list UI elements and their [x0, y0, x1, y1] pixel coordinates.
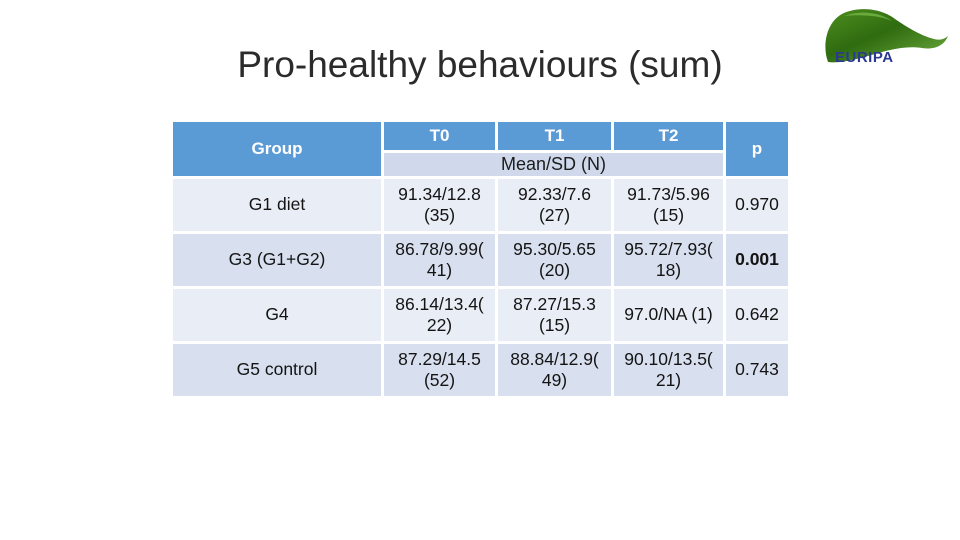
col-header-group: Group: [173, 122, 381, 176]
t1-cell: 87.27/15.3 (15): [498, 289, 611, 341]
group-cell: G3 (G1+G2): [173, 234, 381, 286]
t0-cell: 91.34/12.8 (35): [384, 179, 495, 231]
col-header-t1: T1: [498, 122, 611, 150]
euripa-logo: EURIPA: [822, 4, 950, 76]
group-cell: G1 diet: [173, 179, 381, 231]
results-table: Group T0 T1 T2 p Mean/SD (N) G1 diet 91.…: [170, 119, 791, 399]
subheader-mean-sd: Mean/SD (N): [384, 153, 723, 176]
t0-cell: 86.14/13.4( 22): [384, 289, 495, 341]
leaf-swoosh-icon: EURIPA: [825, 9, 948, 66]
group-cell: G5 control: [173, 344, 381, 396]
p-cell: 0.743: [726, 344, 788, 396]
col-header-t2: T2: [614, 122, 723, 150]
table-row: G4 86.14/13.4( 22) 87.27/15.3 (15) 97.0/…: [173, 289, 788, 341]
t0-cell: 87.29/14.5 (52): [384, 344, 495, 396]
col-header-p: p: [726, 122, 788, 176]
t2-cell: 91.73/5.96 (15): [614, 179, 723, 231]
p-cell: 0.642: [726, 289, 788, 341]
t2-cell: 90.10/13.5( 21): [614, 344, 723, 396]
p-cell: 0.001: [726, 234, 788, 286]
results-table-container: Group T0 T1 T2 p Mean/SD (N) G1 diet 91.…: [170, 119, 791, 399]
t2-cell: 97.0/NA (1): [614, 289, 723, 341]
p-cell: 0.970: [726, 179, 788, 231]
t1-cell: 88.84/12.9( 49): [498, 344, 611, 396]
logo-text: EURIPA: [835, 49, 894, 66]
page-title: Pro-healthy behaviours (sum): [237, 44, 723, 85]
t1-cell: 92.33/7.6 (27): [498, 179, 611, 231]
table-row: G1 diet 91.34/12.8 (35) 92.33/7.6 (27) 9…: [173, 179, 788, 231]
group-cell: G4: [173, 289, 381, 341]
t2-cell: 95.72/7.93( 18): [614, 234, 723, 286]
header-row-1: Group T0 T1 T2 p: [173, 122, 788, 176]
header-row-2: Mean/SD (N): [173, 153, 788, 176]
col-header-t0: T0: [384, 122, 495, 150]
table-row: G3 (G1+G2) 86.78/9.99( 41) 95.30/5.65 (2…: [173, 234, 788, 286]
table-row: G5 control 87.29/14.5 (52) 88.84/12.9( 4…: [173, 344, 788, 396]
t0-cell: 86.78/9.99( 41): [384, 234, 495, 286]
t1-cell: 95.30/5.65 (20): [498, 234, 611, 286]
